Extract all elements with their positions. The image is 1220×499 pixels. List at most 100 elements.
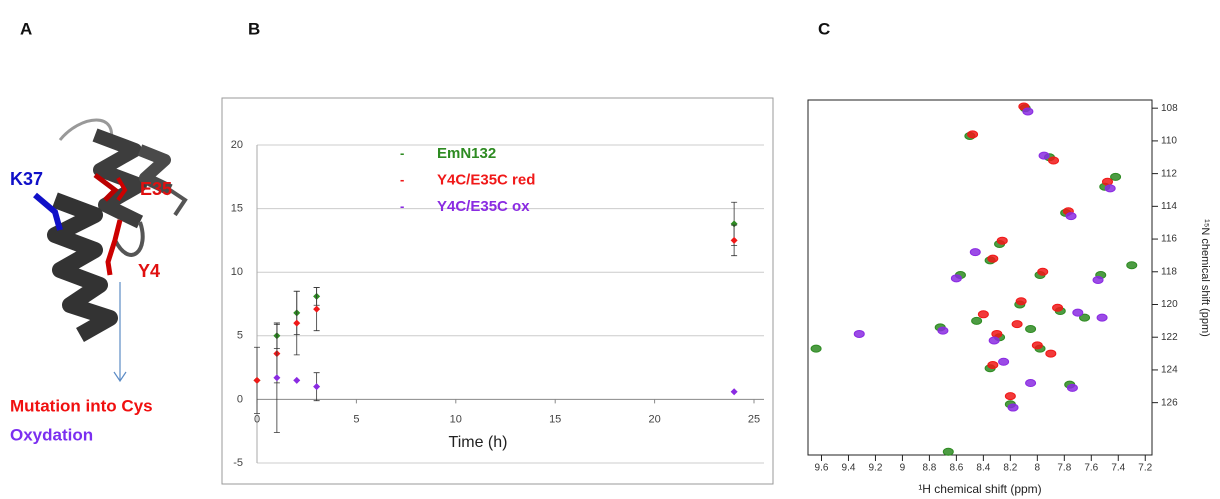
point — [253, 376, 261, 384]
peak — [1007, 403, 1019, 412]
peak — [1031, 341, 1043, 350]
x-tick-label: 9.4 — [842, 463, 856, 474]
point — [730, 388, 738, 396]
point — [313, 383, 321, 391]
x-tick-label: 25 — [748, 413, 760, 425]
peak — [1004, 392, 1016, 401]
peak — [810, 344, 822, 353]
x-tick-label: 7.6 — [1084, 463, 1098, 474]
peak — [988, 336, 1000, 345]
peak — [1015, 297, 1027, 306]
x-tick-label: 7.2 — [1138, 463, 1152, 474]
residue-label: E35 — [140, 179, 172, 199]
x-axis-label: ¹H chemical shift (ppm) — [918, 482, 1041, 496]
peak — [1052, 303, 1064, 312]
panel-label: C — [818, 19, 830, 38]
peak — [1104, 184, 1116, 193]
x-tick-label: 8.2 — [1003, 463, 1017, 474]
protein-cartoon — [33, 118, 188, 383]
peak — [1065, 212, 1077, 221]
peak — [1011, 320, 1023, 329]
annotation: Mutation into Cys — [10, 396, 153, 415]
y-tick-label: 114 — [1161, 201, 1177, 212]
x-tick-label: 15 — [549, 413, 561, 425]
x-tick-label: 7.4 — [1111, 463, 1125, 474]
y-tick-label: 0 — [237, 393, 243, 405]
y-tick-label: 126 — [1161, 397, 1178, 408]
y-tick-label: 15 — [231, 203, 243, 215]
peak — [1038, 151, 1050, 160]
point — [730, 236, 738, 244]
peak — [1022, 107, 1034, 116]
x-tick-label: 8.4 — [976, 463, 990, 474]
y-tick-label: 10 — [231, 266, 243, 278]
point — [273, 374, 281, 382]
peak — [853, 329, 865, 338]
x-tick-label: 7.8 — [1057, 463, 1071, 474]
peak — [1025, 325, 1037, 334]
y-tick-label: 5 — [237, 330, 243, 342]
y-axis-label: ¹⁵N chemical shift (ppm) — [1199, 219, 1211, 337]
y-tick-label: 110 — [1161, 136, 1177, 147]
peak — [1025, 379, 1037, 388]
x-tick-label: 0 — [254, 413, 260, 425]
peak — [1096, 313, 1108, 322]
y-tick-label: 112 — [1161, 168, 1177, 179]
peak — [1101, 177, 1113, 186]
peak — [967, 130, 979, 139]
legend-label: Y4C/E35C red — [437, 171, 535, 188]
residue-label: Y4 — [138, 261, 160, 281]
peak — [1079, 313, 1091, 322]
annotation: Oxydation — [10, 425, 93, 444]
peak — [969, 248, 981, 257]
peak — [1066, 383, 1078, 392]
peak — [1072, 308, 1084, 317]
panel-label: A — [20, 19, 32, 38]
x-axis-label: Time (h) — [449, 434, 508, 451]
y-tick-label: -5 — [233, 457, 243, 469]
peak — [1110, 172, 1122, 181]
peak — [987, 361, 999, 370]
x-tick-label: 8.8 — [922, 463, 936, 474]
plot-frame — [221, 97, 774, 485]
panel-label: B — [248, 19, 260, 38]
point — [293, 376, 301, 384]
x-tick-label: 8.6 — [949, 463, 963, 474]
y-tick-label: 116 — [1161, 234, 1177, 245]
peak — [987, 254, 999, 263]
y-tick-label: 122 — [1161, 332, 1178, 343]
point — [293, 319, 301, 327]
peak — [1126, 261, 1138, 270]
peak — [998, 357, 1010, 366]
point — [730, 220, 738, 228]
residue-label: K37 — [10, 169, 43, 189]
y-tick-label: 108 — [1161, 103, 1178, 114]
peak — [971, 316, 983, 325]
y-tick-label: 20 — [231, 139, 243, 151]
peak — [1048, 156, 1060, 165]
peak — [977, 310, 989, 319]
peak — [996, 236, 1008, 245]
peak — [1037, 267, 1049, 276]
legend-label: Y4C/E35C ox — [437, 198, 530, 215]
legend-marker: - — [400, 198, 404, 213]
legend-marker: - — [400, 172, 404, 187]
peak — [1045, 349, 1057, 358]
legend-label: EmN132 — [437, 145, 496, 162]
x-tick-label: 9.6 — [815, 463, 829, 474]
peak — [950, 274, 962, 283]
peak — [942, 447, 954, 456]
peak — [937, 326, 949, 335]
x-tick-label: 9 — [900, 463, 906, 474]
y-tick-label: 118 — [1161, 266, 1177, 277]
peak — [1092, 275, 1104, 284]
x-tick-label: 20 — [648, 413, 660, 425]
peak — [991, 329, 1003, 338]
x-tick-label: 5 — [353, 413, 359, 425]
y-tick-label: 124 — [1161, 365, 1178, 376]
point — [313, 305, 321, 313]
legend-marker: - — [400, 145, 404, 160]
x-tick-label: 10 — [450, 413, 462, 425]
x-tick-label: 8 — [1035, 463, 1041, 474]
